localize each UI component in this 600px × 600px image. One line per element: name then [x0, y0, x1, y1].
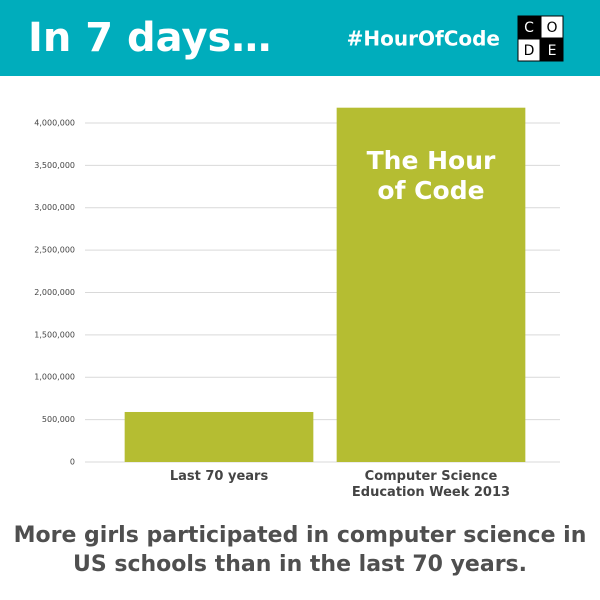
y-tick-label: 500,000 [42, 415, 75, 424]
header-band [0, 0, 600, 76]
header-title: In 7 days… [28, 15, 271, 61]
x-tick-label: Last 70 years [169, 469, 269, 484]
logo-letter: O [546, 20, 557, 36]
y-tick-label: 1,500,000 [34, 330, 75, 339]
bar [336, 107, 526, 462]
logo-letter: C [524, 20, 534, 36]
y-tick-label: 4,000,000 [34, 118, 75, 127]
y-tick-label: 2,500,000 [34, 246, 75, 255]
y-tick-label: 2,000,000 [34, 288, 75, 297]
y-tick-label: 3,500,000 [34, 161, 75, 170]
bar-annotation: The Hour of Code [366, 146, 496, 205]
y-tick-label: 3,000,000 [34, 203, 75, 212]
logo-cell [540, 15, 564, 39]
hashtag: #HourOfCode [347, 27, 500, 51]
logo: C O D E [517, 15, 564, 62]
y-tick-label: 0 [70, 458, 75, 467]
caption: More girls participated in computer scie… [13, 523, 587, 577]
bar [124, 411, 314, 462]
logo-cell [540, 38, 564, 62]
logo-cell [517, 38, 541, 62]
logo-letter: E [548, 43, 557, 59]
logo-cell [517, 15, 541, 39]
logo-letter: D [524, 43, 535, 59]
y-tick-label: 1,000,000 [34, 373, 75, 382]
x-tick-label: Computer Science Education Week 2013 [351, 469, 511, 500]
